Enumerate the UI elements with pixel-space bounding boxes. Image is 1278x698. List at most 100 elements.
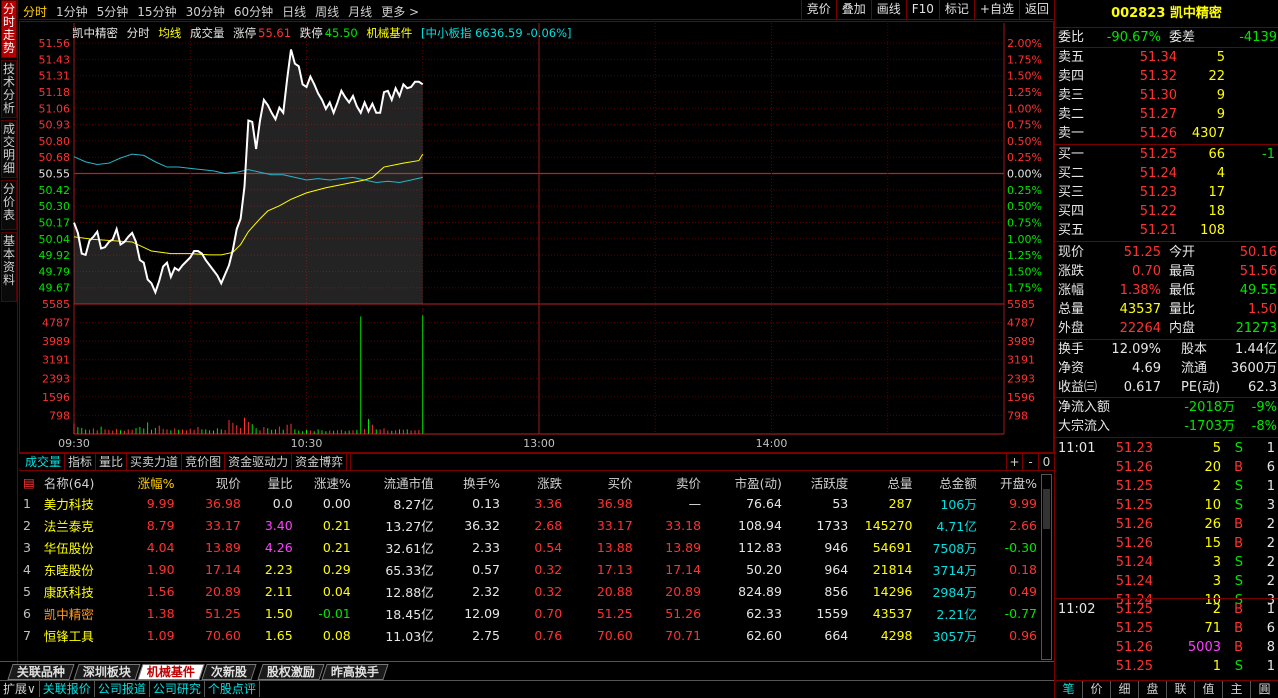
chart-tab-2[interactable]: 量比 xyxy=(96,454,128,470)
sector-tab-5[interactable]: 昨高换手 xyxy=(321,664,389,680)
stock-name[interactable]: 美力科技 xyxy=(43,496,94,512)
status-link-3[interactable]: 公司研究 xyxy=(150,681,205,697)
header-col-0[interactable]: 涨幅% xyxy=(137,475,175,491)
table-row[interactable]: 1 美力科技 9.99 36.98 0.0 0.00 8.27亿 0.13 3.36 36.98 —… xyxy=(19,492,1039,514)
chart-tab-0[interactable]: 成交量 xyxy=(22,454,66,470)
cell-pct: 8.79 xyxy=(146,517,175,533)
pct-tick-label: 1.50% xyxy=(1007,265,1042,278)
header-col-6[interactable]: 涨跌 xyxy=(537,475,563,491)
period-6[interactable]: 日线 xyxy=(282,5,307,19)
period-5[interactable]: 60分钟 xyxy=(233,5,274,19)
bid-price: 51.23 xyxy=(1139,185,1177,200)
stock-name[interactable]: 康跃科技 xyxy=(43,584,94,600)
pct-tick-label: 0.75% xyxy=(1007,119,1042,132)
period-8[interactable]: 月线 xyxy=(348,5,373,19)
header-col-11[interactable]: 总量 xyxy=(887,475,913,491)
chart-tab-1[interactable]: 指标 xyxy=(65,454,97,470)
quote-tab-6[interactable]: 主 xyxy=(1223,681,1251,698)
bid-label: 买一 xyxy=(1058,147,1085,162)
stat2-value: 0.617 xyxy=(1123,380,1161,395)
toolbar-button-3[interactable]: F10 xyxy=(905,0,939,20)
chart-tab-6[interactable]: 资金博弈 xyxy=(292,454,348,470)
table-scrollbar[interactable] xyxy=(1041,474,1052,660)
left-tab-1[interactable]: 技术分析 xyxy=(1,60,17,118)
stock-name[interactable]: 法兰泰克 xyxy=(43,518,94,534)
header-col-12[interactable]: 总金额 xyxy=(939,475,977,491)
toolbar-button-5[interactable]: +自选 xyxy=(973,0,1019,20)
left-tab-3[interactable]: 分价表 xyxy=(1,180,17,230)
status-link-1[interactable]: 关联报价 xyxy=(40,681,95,697)
cell-vol: 287 xyxy=(888,495,913,511)
status-link-2[interactable]: 公司报道 xyxy=(95,681,150,697)
period-9[interactable]: 更多 > xyxy=(381,5,420,19)
left-tab-4[interactable]: 基本资料 xyxy=(1,232,17,302)
chart-tab-5[interactable]: 资金驱动力 xyxy=(225,454,293,470)
period-0[interactable]: 分时 xyxy=(23,5,48,19)
header-col-3[interactable]: 涨速% xyxy=(313,475,351,491)
left-tab-bar: 分时走势技术分析成交明细分价表基本资料 xyxy=(0,0,18,698)
period-4[interactable]: 30分钟 xyxy=(185,5,225,19)
header-col-13[interactable]: 开盘% xyxy=(1000,475,1037,491)
toolbar-button-4[interactable]: 标记 xyxy=(938,0,974,20)
chart-zoom-2[interactable]: 0 xyxy=(1038,454,1054,470)
chart-zoom-1[interactable]: - xyxy=(1022,454,1038,470)
table-row[interactable]: 7 恒锋工具 1.09 70.60 1.65 0.08 11.03亿 2.75 0.76 70.6… xyxy=(19,624,1039,646)
header-col-2[interactable]: 量比 xyxy=(267,475,293,491)
chart-tab-3[interactable]: 买卖力道 xyxy=(127,454,183,470)
period-2[interactable]: 5分钟 xyxy=(96,5,129,19)
tick-side: S xyxy=(1234,593,1243,608)
sector-tab-0[interactable]: 关联品种 xyxy=(7,664,75,680)
legend-index[interactable]: [中小板指 6636.59 -0.06%] xyxy=(420,26,572,40)
table-row[interactable]: 2 法兰泰克 8.79 33.17 3.40 0.21 13.27亿 36.32 2.68 33.… xyxy=(19,514,1039,536)
table-row[interactable]: 5 康跃科技 1.56 20.89 2.11 0.04 12.88亿 2.32 0.32 20.8… xyxy=(19,580,1039,602)
toolbar-button-0[interactable]: 竞价 xyxy=(800,0,836,20)
header-col-5[interactable]: 换手% xyxy=(463,475,500,491)
period-7[interactable]: 周线 xyxy=(315,5,340,19)
header-col-7[interactable]: 买价 xyxy=(607,475,633,491)
quote-tab-5[interactable]: 值 xyxy=(1195,681,1223,698)
header-col-8[interactable]: 卖价 xyxy=(676,475,702,491)
stock-name[interactable]: 华伍股份 xyxy=(43,540,94,556)
table-menu-icon[interactable]: ▤ xyxy=(23,474,35,490)
header-col-1[interactable]: 现价 xyxy=(215,475,241,491)
chart-zoom-0[interactable]: + xyxy=(1006,454,1022,470)
stock-name[interactable]: 东睦股份 xyxy=(43,562,94,578)
header-col-4[interactable]: 流通市值 xyxy=(383,475,434,491)
header-col-9[interactable]: 市盈(动) xyxy=(734,475,782,491)
stock-name[interactable]: 凯中精密 xyxy=(43,606,94,622)
quote-tab-3[interactable]: 盘 xyxy=(1139,681,1167,698)
sector-tab-1[interactable]: 深圳板块 xyxy=(73,664,141,680)
chart-tab-4[interactable]: 竞价图 xyxy=(182,454,226,470)
bid-price: 51.25 xyxy=(1139,147,1177,162)
header-name[interactable]: 名称(64) xyxy=(43,475,95,491)
quote-tab-1[interactable]: 价 xyxy=(1083,681,1111,698)
left-tab-2[interactable]: 成交明细 xyxy=(1,120,17,178)
left-tab-0[interactable]: 分时走势 xyxy=(1,0,17,58)
period-1[interactable]: 1分钟 xyxy=(56,5,88,19)
quote-tab-4[interactable]: 联 xyxy=(1167,681,1195,698)
status-link-0[interactable]: 扩展∨ xyxy=(0,681,40,697)
status-link-4[interactable]: 个股点评 xyxy=(205,681,260,697)
toolbar-button-6[interactable]: 返回 xyxy=(1018,0,1054,20)
sector-tab-2[interactable]: 机械基件 xyxy=(137,664,205,680)
table-row[interactable]: 3 华伍股份 4.04 13.89 4.26 0.21 32.61亿 2.33 0.54 13.8… xyxy=(19,536,1039,558)
header-col-10[interactable]: 活跃度 xyxy=(810,475,849,491)
quote-tab-0[interactable]: 笔 xyxy=(1055,681,1083,698)
toolbar-button-1[interactable]: 叠加 xyxy=(835,0,871,20)
stat-label2: 量比 xyxy=(1169,302,1196,317)
quote-tab-7[interactable]: 圓 xyxy=(1251,681,1278,698)
cell-ask: 33.18 xyxy=(665,517,702,533)
sector-tab-3[interactable]: 次新股 xyxy=(201,664,257,680)
toolbar-button-2[interactable]: 画线 xyxy=(870,0,906,20)
stock-code-title[interactable]: 002823 凯中精密 xyxy=(1111,6,1222,21)
stock-name[interactable]: 恒锋工具 xyxy=(43,628,94,644)
scroll-thumb[interactable] xyxy=(1043,489,1050,529)
quote-tab-2[interactable]: 细 xyxy=(1111,681,1139,698)
table-row[interactable]: 6 凯中精密 1.38 51.25 1.50 -0.01 18.45亿 12.09 0.70 51… xyxy=(19,602,1039,624)
tick-price: 51.26 xyxy=(1115,517,1153,532)
legend-sector[interactable]: 机械基件 xyxy=(366,26,413,40)
intraday-chart[interactable]: 51.56 2.00% 51.43 1.75% 51.31 1.50% 51.18 1.25%… xyxy=(19,21,1054,453)
table-row[interactable]: 4 东睦股份 1.90 17.14 2.23 0.29 65.33亿 0.57 0.32 17.1… xyxy=(19,558,1039,580)
sector-tab-4[interactable]: 股权激励 xyxy=(257,664,325,680)
period-3[interactable]: 15分钟 xyxy=(137,5,177,19)
